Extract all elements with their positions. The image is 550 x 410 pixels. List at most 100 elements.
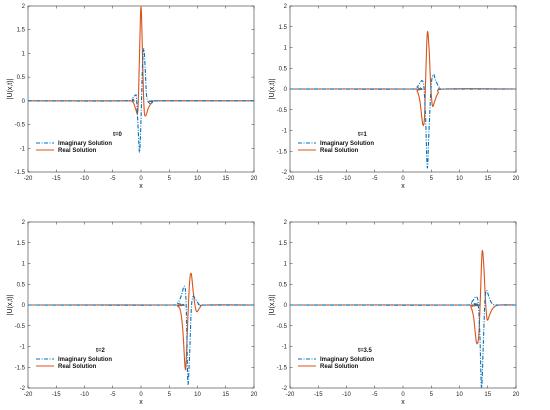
x-tick-label: -5 (110, 392, 116, 398)
y-tick-label: -1 (282, 345, 288, 351)
x-tick-label: 10 (456, 176, 463, 182)
y-tick-label: 2 (284, 4, 288, 10)
subplot-3: -20 -15 -10 -5 0 5 10 15 20 -2 -1.5 -1 -0.5 0 0.5 1 1.5 2… (7, 220, 258, 406)
x-tick-label: 5 (168, 392, 172, 398)
y-tick-label: 0 (284, 303, 288, 309)
x-axis-label: x (401, 399, 405, 406)
y-tick-label: 1.5 (17, 28, 26, 34)
x-tick-label: -10 (80, 176, 89, 182)
x-axis-label: x (139, 399, 143, 406)
legend-entry: Imaginary Solution (58, 141, 112, 147)
y-tick-label: -0.5 (277, 324, 288, 330)
legend-entry: Real Solution (58, 148, 97, 154)
x-tick-label: -20 (286, 176, 295, 182)
imaginary-series-line (290, 73, 516, 169)
y-tick-label: -2 (282, 170, 288, 176)
x-tick-label: 20 (513, 176, 520, 182)
y-tick-label: -0.5 (15, 123, 26, 129)
x-tick-label: 5 (430, 176, 434, 182)
y-axis-label: |U(x,t)| (7, 78, 14, 99)
y-tick-label: 0.5 (279, 66, 288, 72)
y-tick-label: -0.5 (277, 108, 288, 114)
x-tick-label: -10 (342, 392, 351, 398)
real-series-line (290, 250, 516, 345)
x-tick-label: 10 (456, 392, 463, 398)
x-tick-label: 15 (222, 392, 229, 398)
x-tick-label: -20 (24, 392, 33, 398)
y-tick-label: 1 (284, 46, 288, 52)
x-tick-label: 0 (139, 176, 143, 182)
y-tick-label: 0 (22, 99, 26, 105)
y-tick-label: -1 (282, 129, 288, 135)
x-tick-label: -10 (80, 392, 89, 398)
y-axis-label: |U(x,t)| (269, 78, 276, 99)
y-tick-label: 0.5 (279, 282, 288, 288)
subplot-4: -20 -15 -10 -5 0 5 10 15 20 -2 -1.5 -1 -0.5 0 0.5 1 1.5 2… (269, 220, 520, 406)
time-annotation: t=2 (96, 348, 106, 354)
subplot-1: -20 -15 -10 -5 0 5 10 15 20 -1.5 -1 -0.5 0 0.5 1 1.5 2 x |… (7, 4, 258, 190)
y-tick-label: 0 (284, 87, 288, 93)
x-tick-label: -15 (314, 176, 323, 182)
x-tick-label: -5 (372, 176, 378, 182)
y-tick-label: -2 (20, 386, 26, 392)
y-tick-label: 1.5 (279, 25, 288, 31)
x-tick-label: 10 (194, 176, 201, 182)
x-tick-label: -15 (52, 392, 61, 398)
y-tick-label: -2 (282, 386, 288, 392)
y-tick-label: -1.5 (277, 149, 288, 155)
x-tick-label: 20 (513, 392, 520, 398)
imaginary-series-line (290, 289, 516, 388)
y-tick-label: -1 (20, 345, 26, 351)
y-tick-label: -1.5 (15, 365, 26, 371)
imaginary-series-line (28, 285, 254, 385)
x-axis-label: x (401, 183, 405, 190)
y-tick-label: 2 (22, 220, 26, 226)
axes-frame (27, 5, 255, 173)
x-tick-label: -20 (24, 176, 33, 182)
x-tick-label: -5 (372, 392, 378, 398)
x-tick-label: 0 (139, 392, 143, 398)
legend-entry: Real Solution (58, 364, 97, 370)
y-tick-label: 1 (22, 51, 26, 57)
time-annotation: t=0 (113, 132, 123, 138)
time-annotation: t=3.5 (358, 348, 373, 354)
x-tick-label: 0 (401, 392, 405, 398)
time-annotation: t=1 (358, 132, 368, 138)
y-tick-label: 2 (22, 4, 26, 10)
y-tick-label: -1 (20, 146, 26, 152)
y-axis-label: |U(x,t)| (269, 294, 276, 315)
real-series-line (28, 272, 254, 371)
y-tick-label: 1.5 (17, 241, 26, 247)
imaginary-series-line (28, 48, 254, 153)
x-tick-label: 20 (251, 176, 258, 182)
x-tick-label: 15 (484, 176, 491, 182)
x-tick-label: 5 (168, 176, 172, 182)
y-tick-label: -1.5 (277, 365, 288, 371)
x-tick-label: -15 (52, 176, 61, 182)
y-tick-label: 1 (284, 262, 288, 268)
real-series-line (28, 6, 254, 117)
x-tick-label: 15 (484, 392, 491, 398)
x-tick-label: 0 (401, 176, 405, 182)
y-tick-label: -0.5 (15, 324, 26, 330)
y-tick-label: 0.5 (17, 75, 26, 81)
y-tick-label: 2 (284, 220, 288, 226)
y-tick-label: 0 (22, 303, 26, 309)
y-tick-label: 0.5 (17, 282, 26, 288)
y-tick-label: 1 (22, 262, 26, 268)
legend-entry: Real Solution (320, 148, 359, 154)
legend-entry: Imaginary Solution (320, 141, 374, 147)
legend-entry: Real Solution (320, 364, 359, 370)
real-series-line (290, 31, 516, 127)
x-axis-label: x (139, 183, 143, 190)
legend-entry: Imaginary Solution (58, 357, 112, 363)
y-tick-label: -1.5 (15, 170, 26, 176)
x-tick-label: -15 (314, 392, 323, 398)
x-tick-label: 5 (430, 392, 434, 398)
subplot-2: -20 -15 -10 -5 0 5 10 15 20 -2 -1.5 -1 -0.5 0 0.5 1 1.5 2… (269, 4, 520, 190)
x-tick-label: -5 (110, 176, 116, 182)
x-tick-label: 15 (222, 176, 229, 182)
legend-entry: Imaginary Solution (320, 357, 374, 363)
x-tick-label: 20 (251, 392, 258, 398)
